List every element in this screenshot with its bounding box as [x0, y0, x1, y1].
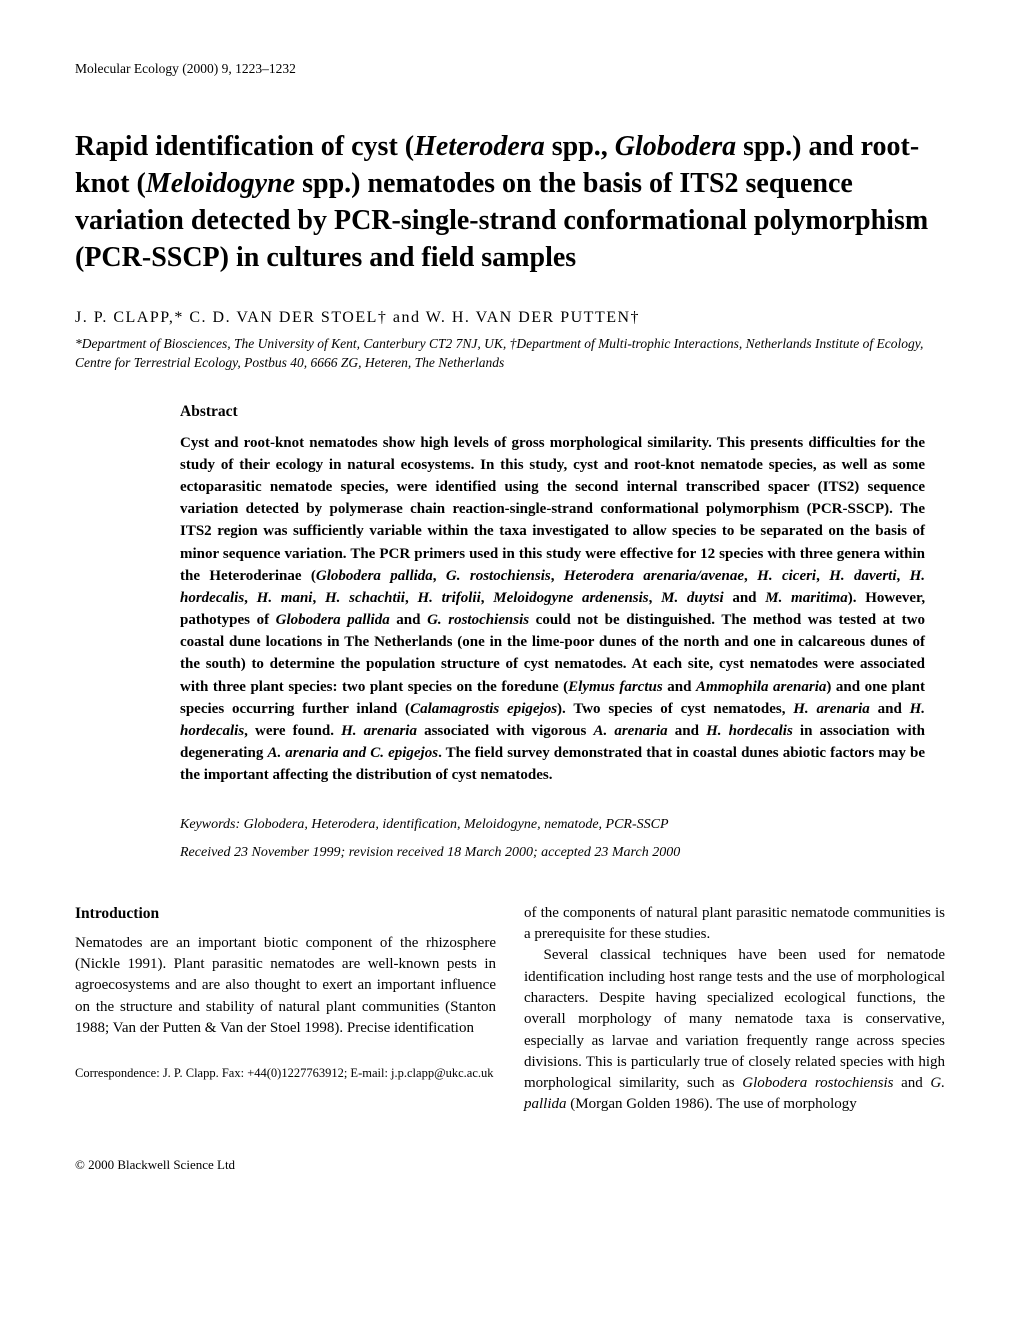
correspondence-footnote: Correspondence: J. P. Clapp. Fax: +44(0)…	[75, 1065, 496, 1083]
copyright-line: © 2000 Blackwell Science Ltd	[75, 1156, 945, 1174]
authors-line: J. P. CLAPP,* C. D. VAN DER STOEL† and W…	[75, 307, 945, 329]
abstract-heading: Abstract	[180, 401, 925, 423]
affiliations: *Department of Biosciences, The Universi…	[75, 335, 945, 373]
article-title: Rapid identification of cyst (Heterodera…	[75, 129, 945, 277]
introduction-heading: Introduction	[75, 903, 496, 925]
received-line: Received 23 November 1999; revision rece…	[180, 843, 925, 863]
keywords-line: Keywords: Globodera, Heterodera, identif…	[180, 815, 925, 835]
intro-paragraph-2: Several classical techniques have been u…	[524, 945, 945, 1115]
intro-paragraph-1-right: of the components of natural plant paras…	[524, 903, 945, 946]
right-column: of the components of natural plant paras…	[524, 903, 945, 1116]
two-column-body: Introduction Nematodes are an important …	[75, 903, 945, 1116]
abstract-block: Abstract Cyst and root-knot nematodes sh…	[180, 401, 925, 787]
intro-paragraph-1-left: Nematodes are an important biotic compon…	[75, 933, 496, 1039]
left-column: Introduction Nematodes are an important …	[75, 903, 496, 1116]
abstract-body: Cyst and root-knot nematodes show high l…	[180, 432, 925, 787]
journal-header: Molecular Ecology (2000) 9, 1223–1232	[75, 60, 945, 79]
